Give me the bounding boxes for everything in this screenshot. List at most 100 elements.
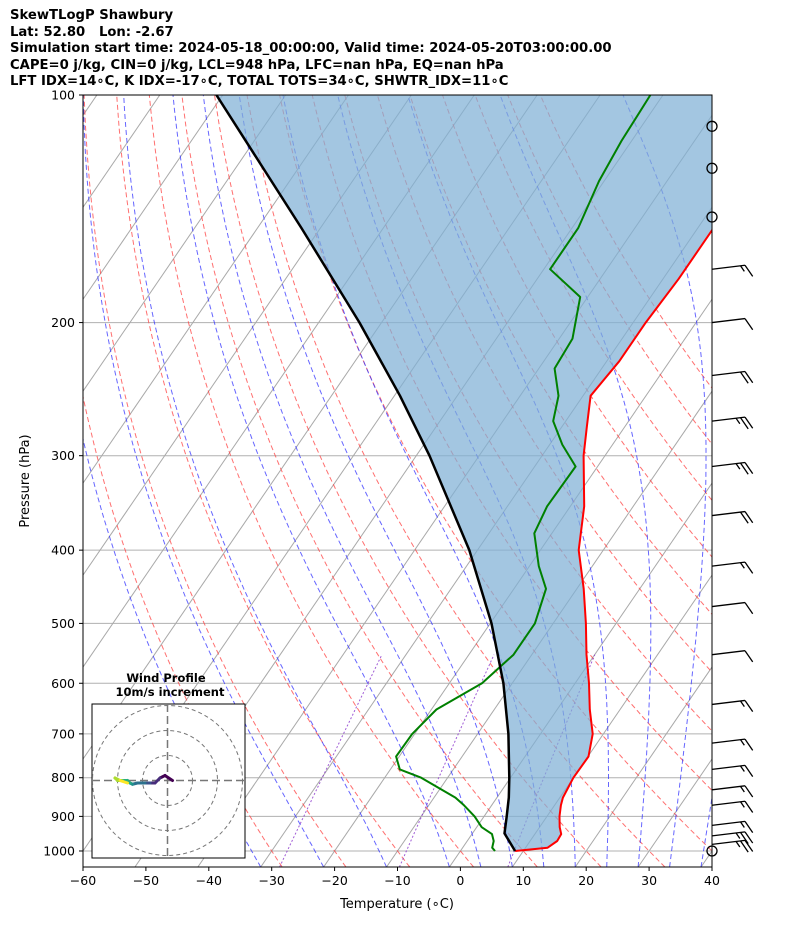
mixing-ratio-line — [279, 654, 383, 867]
x-tick-label: 10 — [515, 873, 531, 888]
isotherm--20 — [323, 298, 712, 867]
hodograph-inset: Wind Profile 10m/s increment — [91, 671, 246, 859]
wind-barb — [706, 120, 718, 132]
wind-barb — [711, 510, 754, 524]
x-tick-label: −50 — [133, 873, 159, 888]
barb-flag — [744, 785, 754, 798]
wind-barb — [711, 820, 754, 833]
wind-barb — [711, 561, 754, 574]
profile-layer — [215, 95, 712, 852]
barb-flag — [744, 318, 754, 331]
dry-adiabat — [148, 95, 474, 867]
x-axis-label: Temperature (∘C) — [339, 897, 454, 912]
wind-barb — [711, 839, 754, 853]
location-line: Lat: 52.80 Lon: -2.67 — [10, 24, 174, 40]
barb-shaft — [711, 785, 746, 791]
barb-flag — [744, 800, 754, 813]
calm-wind-circle — [706, 211, 718, 223]
barb-flag — [744, 650, 754, 663]
y-tick-label: 500 — [51, 616, 75, 631]
calm-wind-circle — [706, 162, 718, 174]
barb-shaft — [711, 764, 746, 771]
barb-flag — [739, 511, 749, 524]
temperature-profile-line — [514, 228, 712, 852]
barb-flag — [739, 765, 745, 772]
barb-shaft — [711, 264, 746, 270]
barb-flag — [739, 739, 745, 746]
barb-shaft — [711, 510, 746, 517]
dry-adiabat — [83, 95, 347, 867]
y-tick-label: 900 — [51, 809, 75, 824]
y-tick-label: 200 — [51, 315, 75, 330]
barb-flag — [739, 785, 745, 793]
mixing-ratio-line — [398, 654, 495, 867]
barb-flag — [744, 264, 754, 277]
cin-shading — [216, 95, 712, 851]
wind-barb — [711, 738, 754, 751]
wind-barb — [711, 800, 754, 813]
isotherm--100 — [83, 95, 349, 485]
barb-flag — [735, 832, 741, 839]
barb-flag — [739, 840, 749, 853]
barb-flag — [739, 821, 745, 828]
barb-flag — [744, 561, 754, 574]
y-tick-label: 800 — [51, 770, 75, 785]
moist-adiabat — [238, 95, 513, 867]
wind-barb — [711, 650, 754, 663]
wind-barb — [706, 211, 718, 223]
barb-flag — [744, 839, 754, 852]
barb-flag — [744, 462, 754, 475]
x-tick-label: −30 — [259, 873, 285, 888]
barb-flag — [739, 562, 745, 569]
barb-shaft — [711, 650, 746, 656]
barb-flag — [739, 801, 745, 808]
x-tick-label: 20 — [578, 873, 594, 888]
moist-adiabat — [700, 794, 712, 867]
wind-barb — [711, 370, 754, 384]
wind-barb — [711, 416, 754, 430]
x-tick-label: 0 — [456, 873, 464, 888]
chart-header: SkewTLogP Shawbury Lat: 52.80 Lon: -2.67… — [10, 8, 612, 91]
calm-wind-circle — [706, 845, 718, 857]
barb-flag — [744, 765, 754, 777]
y-tick-label: 100 — [51, 88, 75, 103]
barb-shaft — [711, 738, 746, 744]
barb-flag — [735, 463, 741, 470]
parcel-profile-line — [215, 95, 517, 852]
barb-flag — [739, 371, 749, 384]
barb-shaft — [711, 699, 746, 706]
barb-shaft — [711, 820, 746, 827]
hodograph-segment — [118, 779, 129, 785]
hodograph-title: Wind Profile — [126, 671, 206, 685]
barb-shaft — [711, 601, 746, 608]
barb-shaft — [711, 416, 746, 422]
barb-flag — [735, 841, 741, 848]
x-tick-label: 40 — [704, 873, 720, 888]
axis-ticks: −60 −50 −40 −30 −20 −10 0 10 20 30 40 100 200 300 400 5… — [43, 88, 720, 889]
barb-flag — [744, 511, 754, 524]
indices-line-1: CAPE=0 j/kg, CIN=0 j/kg, LCL=948 hPa, LF… — [10, 57, 504, 73]
isotherm-40 — [700, 850, 712, 867]
dry-adiabat — [311, 95, 712, 792]
calm-wind-circle — [706, 120, 718, 132]
barb-flag — [739, 832, 749, 844]
wind-barb — [711, 461, 754, 475]
hodograph-segment — [163, 774, 174, 782]
x-tick-label: −40 — [196, 873, 222, 888]
barb-flag — [739, 700, 745, 707]
barb-shaft — [711, 461, 746, 468]
moist-adiabat — [83, 95, 325, 867]
wind-barb — [706, 162, 718, 174]
isotherm--140 — [83, 95, 98, 117]
wind-barb — [711, 699, 754, 713]
y-tick-label: 1000 — [43, 843, 75, 858]
dry-adiabat — [181, 95, 538, 867]
wind-barb — [711, 264, 754, 277]
wind-barb — [711, 831, 754, 844]
wind-barbs — [706, 120, 754, 857]
isotherm-20 — [574, 666, 712, 867]
wind-barb — [706, 845, 718, 857]
barb-flag — [744, 371, 754, 384]
moist-adiabat — [172, 95, 450, 867]
barb-shaft — [711, 561, 746, 567]
